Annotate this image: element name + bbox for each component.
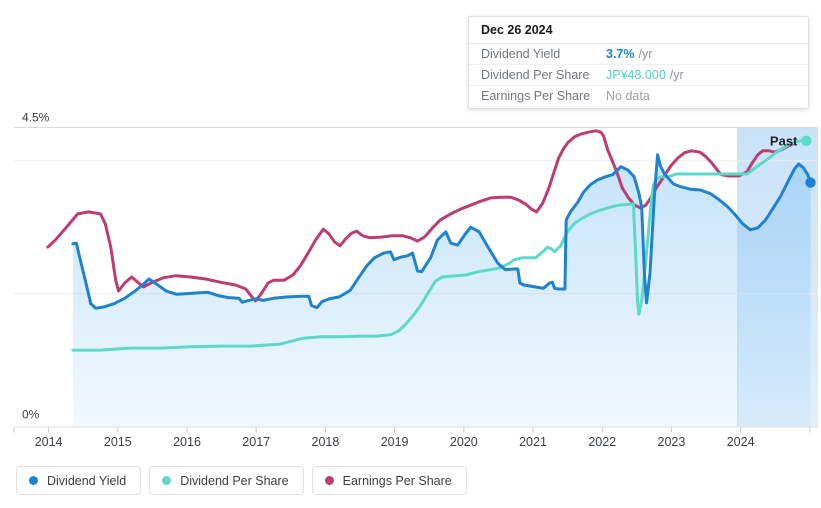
tooltip-row-dividend-per-share: Dividend Per Share JP¥48.000/yr xyxy=(469,65,808,86)
legend-label: Earnings Per Share xyxy=(342,473,452,488)
legend-label: Dividend Yield xyxy=(47,473,127,488)
tooltip-card: Dec 26 2024 Dividend Yield 3.7%/yr Divid… xyxy=(468,16,809,109)
dividend-yield-end-dot xyxy=(805,177,816,188)
legend-label: Dividend Per Share xyxy=(180,473,289,488)
dividend-per-share-dot-icon xyxy=(162,476,172,485)
earnings-per-share-dot-icon xyxy=(324,476,334,485)
tooltip-date: Dec 26 2024 xyxy=(469,17,808,44)
tooltip-row-dividend-yield: Dividend Yield 3.7%/yr xyxy=(469,44,808,65)
tooltip-row-earnings-per-share: Earnings Per Share No data xyxy=(469,86,808,108)
x-axis-label-2018: 2018 xyxy=(312,435,340,449)
tooltip-value: JP¥48.000/yr xyxy=(606,68,684,82)
x-axis-label-2014: 2014 xyxy=(35,435,63,449)
x-axis-label-2019: 2019 xyxy=(381,435,409,449)
y-axis-label-top: 4.5% xyxy=(22,111,50,125)
y-axis-label-zero: 0% xyxy=(22,408,40,422)
x-axis-label-2020: 2020 xyxy=(450,435,478,449)
tooltip-label: Earnings Per Share xyxy=(481,89,591,103)
tooltip-value: 3.7%/yr xyxy=(606,47,653,61)
chart-legend: Dividend Yield Dividend Per Share Earnin… xyxy=(16,466,467,495)
dividend-per-share-line xyxy=(71,139,808,352)
x-axis-label-2015: 2015 xyxy=(104,435,132,449)
x-axis-label-2022: 2022 xyxy=(588,435,616,449)
dividend-yield-line xyxy=(71,153,812,310)
dividend-per-share-end-dot xyxy=(801,135,812,146)
earnings-per-share-line xyxy=(46,129,794,303)
x-axis-label-2021: 2021 xyxy=(519,435,547,449)
tooltip-label: Dividend Per Share xyxy=(481,68,590,82)
tooltip-label: Dividend Yield xyxy=(481,47,561,61)
dividend-yield-area xyxy=(72,154,811,427)
past-label: Past xyxy=(770,133,798,148)
legend-item-dividend-yield[interactable]: Dividend Yield xyxy=(16,466,142,495)
legend-item-dividend-per-share[interactable]: Dividend Per Share xyxy=(149,466,304,495)
legend-item-earnings-per-share[interactable]: Earnings Per Share xyxy=(311,466,467,495)
x-axis-label-2023: 2023 xyxy=(658,435,686,449)
dividend-yield-dot-icon xyxy=(29,476,38,485)
x-axis-label-2016: 2016 xyxy=(173,435,201,449)
x-axis-label-2017: 2017 xyxy=(242,435,270,449)
x-axis-label-2024: 2024 xyxy=(727,435,755,449)
tooltip-value: No data xyxy=(606,89,650,103)
